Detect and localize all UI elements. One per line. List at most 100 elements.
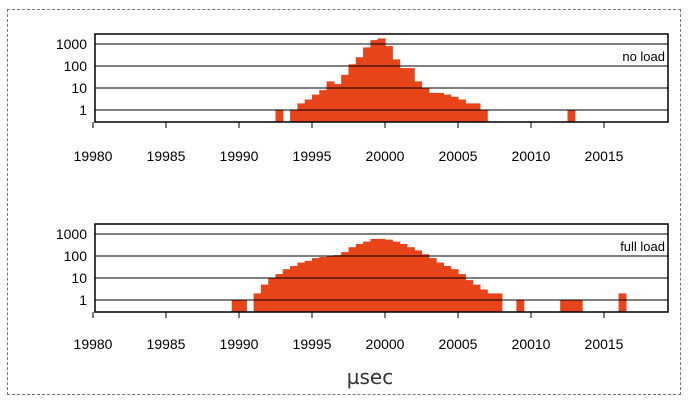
histogram-bar (567, 300, 576, 312)
histogram-bar (392, 59, 401, 122)
bars-full-load (231, 238, 627, 312)
x-axis-label: µsec (347, 365, 393, 389)
x-tick-label: 20010 (512, 336, 551, 352)
annotation-no-load: no load (622, 49, 665, 64)
histogram-bar (370, 238, 379, 312)
x-tick-label: 20005 (439, 336, 478, 352)
histogram-bar (421, 254, 430, 312)
y-tick-label: 1000 (56, 226, 87, 242)
histogram-bar (304, 260, 313, 312)
histogram-bar (290, 266, 298, 312)
histogram-bar (282, 269, 291, 312)
histogram-bar (297, 103, 306, 122)
y-tick-label: 10 (71, 80, 87, 96)
histogram-bar (341, 252, 350, 312)
x-tick-label: 19995 (293, 336, 332, 352)
histogram-bar (465, 280, 474, 312)
histogram-bar (443, 94, 452, 122)
histogram-bar (392, 241, 401, 312)
annotation-background (590, 236, 667, 255)
x-ticks (92, 312, 605, 318)
histogram-bar (312, 94, 320, 122)
histogram-bar (239, 300, 247, 312)
histogram-bar (428, 258, 437, 312)
histogram-bar (377, 238, 386, 312)
y-tick-label: 1000 (56, 36, 87, 52)
histogram-bar (516, 300, 525, 312)
annotation-full-load: full load (620, 239, 665, 254)
histogram-bar (370, 40, 379, 122)
panel-no-load: 1000 100 10 1 no load 19980 19985 19990 … (56, 33, 669, 164)
x-tick-label: 20015 (585, 336, 624, 352)
histogram-bar (231, 300, 240, 312)
histogram-bar (312, 258, 320, 312)
histogram-bar (348, 64, 357, 122)
histogram-bar (326, 256, 335, 312)
histogram-bar (472, 103, 481, 122)
x-tick-label: 20005 (439, 148, 478, 164)
histogram-bar (326, 81, 335, 122)
y-tick-label: 10 (71, 270, 87, 286)
x-tick-label: 19985 (147, 336, 186, 352)
histogram-bar (260, 284, 269, 312)
histogram-bar (472, 284, 481, 312)
x-tick-label: 19980 (74, 148, 113, 164)
histogram-bar (436, 92, 444, 122)
histogram-bar (618, 293, 627, 312)
histogram-bar (363, 47, 371, 122)
histogram-bar (348, 247, 357, 312)
x-tick-label: 19990 (220, 148, 259, 164)
histogram-bar (399, 68, 408, 122)
x-tick-label: 19980 (74, 336, 113, 352)
histogram-bar (479, 110, 488, 122)
histogram-bar (304, 99, 313, 122)
histogram-bar (319, 90, 328, 122)
histogram-bar (487, 293, 496, 312)
histogram-bar (414, 81, 423, 122)
histogram-bar (275, 274, 284, 312)
y-tick-label: 100 (64, 248, 88, 264)
histogram-bar (494, 293, 503, 312)
x-tick-label: 19985 (147, 148, 186, 164)
histogram-bar (290, 110, 298, 122)
histogram-bar (406, 68, 415, 122)
plot-border (94, 33, 669, 123)
histogram-bar (560, 300, 569, 312)
x-tick-label: 19990 (220, 336, 259, 352)
x-tick-label: 19995 (293, 148, 332, 164)
histogram-bar (428, 92, 437, 122)
histogram-bar (253, 293, 262, 312)
histogram-bar (567, 110, 576, 122)
x-tick-label: 20000 (366, 336, 405, 352)
histogram-bar (458, 274, 466, 312)
histogram-bar (450, 269, 459, 312)
figure-frame (7, 9, 681, 395)
histogram-bar (385, 239, 393, 312)
histogram-bar (574, 300, 583, 312)
histogram-bar (333, 84, 342, 122)
panel-full-load: 1000 100 10 1 full load 19980 19985 1999… (56, 223, 669, 352)
histogram-bar (414, 250, 423, 312)
histogram-bar (363, 241, 371, 312)
histogram-bar (355, 57, 364, 123)
histogram-bar (450, 96, 459, 122)
histogram-bar (465, 103, 474, 122)
plot-border (94, 223, 669, 313)
x-tick-label: 20010 (512, 148, 551, 164)
histogram-bar (377, 38, 386, 122)
histogram-bar (421, 88, 430, 122)
x-tick-label: 20015 (585, 148, 624, 164)
histogram-bar (443, 266, 452, 312)
y-tick-label: 1 (79, 292, 87, 308)
x-ticks (92, 122, 605, 128)
histogram-bar (458, 99, 466, 122)
annotation-background (597, 46, 667, 65)
histogram-bar (297, 262, 306, 312)
histogram-bar (479, 289, 488, 312)
y-tick-label: 1 (79, 102, 87, 118)
y-tick-label: 100 (64, 58, 88, 74)
histogram-bar (268, 278, 277, 312)
histogram-bar (275, 110, 284, 122)
x-tick-label: 20000 (366, 148, 405, 164)
